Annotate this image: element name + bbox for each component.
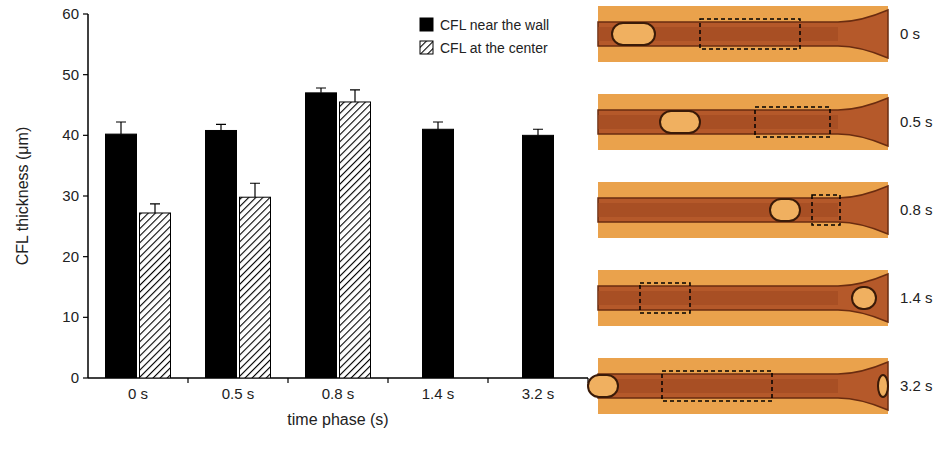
bar — [340, 102, 371, 378]
x-tick-label: 0.5 s — [222, 385, 255, 402]
channel — [598, 98, 888, 146]
rbc-core — [598, 379, 838, 393]
micrograph-label: 0.8 s — [900, 201, 933, 218]
roi-box — [700, 19, 800, 49]
legend-swatch — [420, 18, 433, 31]
bar — [523, 135, 554, 378]
micrograph-label: 0 s — [900, 25, 920, 42]
y-tick-label: 10 — [62, 308, 79, 325]
x-tick-label: 0 s — [128, 385, 148, 402]
rbc-core — [598, 291, 838, 305]
bar — [206, 130, 237, 378]
chart-root: 0 10 20 30 40 50 60 0 s 0.5 s 0.8 s 1.4 s 3.2 s CFL … — [0, 0, 950, 449]
bars — [106, 93, 554, 378]
y-tick — [83, 13, 88, 14]
x-tick-label: 3.2 s — [522, 385, 555, 402]
micrograph — [598, 6, 888, 62]
micrograph — [598, 270, 888, 326]
legend-label: CFL at the center — [440, 40, 548, 56]
y-tick — [83, 195, 88, 196]
roi-box — [640, 283, 690, 313]
bar — [106, 134, 137, 378]
y-tick — [83, 74, 88, 75]
rbc-core — [598, 115, 838, 129]
error-bar — [533, 129, 543, 135]
x-tick — [287, 378, 288, 383]
error-bar — [150, 204, 160, 213]
error-bar — [250, 183, 260, 197]
y-tick-label: 60 — [62, 5, 79, 22]
bubble — [852, 287, 876, 309]
x-tick — [487, 378, 488, 383]
error-bar — [116, 122, 126, 134]
y-tick-label: 20 — [62, 248, 79, 265]
y-tick-label: 40 — [62, 126, 79, 143]
y-tick — [83, 317, 88, 318]
channel — [598, 274, 888, 322]
y-tick-label: 30 — [62, 187, 79, 204]
bubble — [660, 111, 700, 133]
x-tick-label: 0.8 s — [322, 385, 355, 402]
error-bar — [316, 88, 326, 93]
micrograph — [598, 94, 888, 150]
bubble — [770, 199, 800, 221]
roi-box — [755, 107, 830, 137]
legend: CFL near the wall CFL at the center — [420, 17, 549, 56]
bar — [140, 213, 171, 378]
micrograph — [598, 182, 888, 238]
error-bar — [216, 124, 226, 130]
y-tick — [83, 377, 88, 378]
bubble — [588, 375, 618, 397]
y-axis-title: CFL thickness (μm) — [14, 127, 31, 265]
micrograph — [588, 358, 888, 414]
x-tick — [187, 378, 188, 383]
legend-swatch — [420, 41, 433, 54]
channel — [598, 362, 888, 410]
x-tick — [387, 378, 388, 383]
micrograph-label: 1.4 s — [900, 289, 933, 306]
error-bar — [350, 90, 360, 102]
micrograph-bg — [598, 182, 888, 238]
bubble — [878, 375, 888, 397]
bar — [240, 197, 271, 378]
bar — [423, 129, 454, 378]
y-tick — [83, 256, 88, 257]
micrograph-label: 3.2 s — [900, 377, 933, 394]
roi-box — [812, 195, 840, 225]
x-axis-title: time phase (s) — [287, 411, 388, 428]
chart: 0 10 20 30 40 50 60 0 s 0.5 s 0.8 s 1.4 s 3.2 s CFL … — [0, 0, 950, 449]
y-tick-label: 0 — [71, 369, 79, 386]
micrograph-bg — [598, 94, 888, 150]
x-tick-label: 1.4 s — [422, 385, 455, 402]
legend-label: CFL near the wall — [440, 17, 549, 33]
bar — [306, 93, 337, 378]
micrograph-label: 0.5 s — [900, 113, 933, 130]
error-bar — [433, 122, 443, 129]
channel — [598, 186, 888, 234]
micrograph-bg — [598, 6, 888, 62]
micrograph-bg — [598, 270, 888, 326]
micrograph-bg — [598, 358, 888, 414]
channel — [598, 10, 888, 58]
bubble — [612, 23, 655, 45]
y-tick — [83, 135, 88, 136]
error-bars — [116, 88, 543, 213]
rbc-core — [598, 203, 838, 217]
roi-box — [662, 371, 772, 401]
y-tick-label: 50 — [62, 66, 79, 83]
